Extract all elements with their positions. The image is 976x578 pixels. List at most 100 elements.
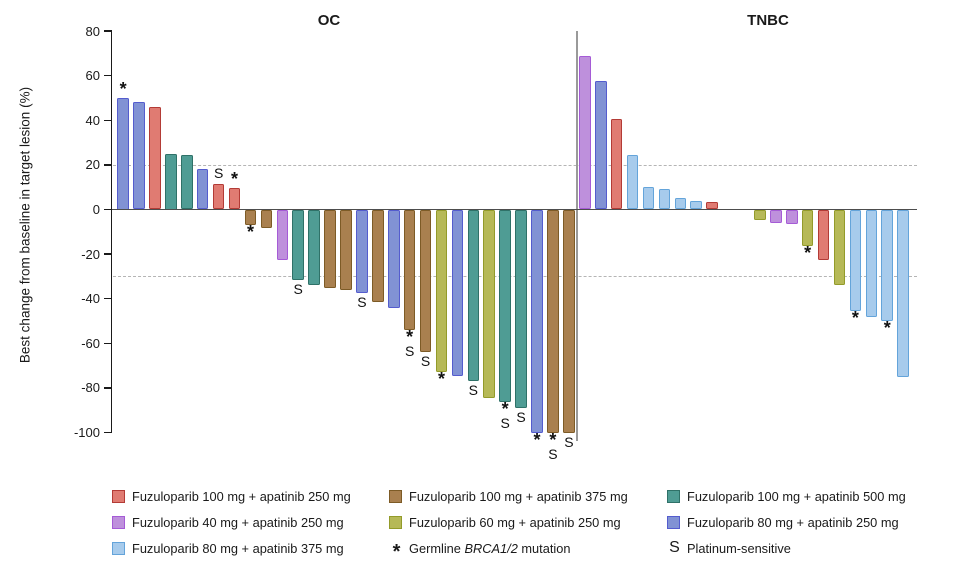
legend-label: Fuzuloparib 100 mg + apatinib 500 mg [687, 488, 906, 504]
legend-label: Fuzuloparib 80 mg + apatinib 250 mg [687, 514, 899, 530]
brca-mutation-mark: * [119, 79, 127, 99]
brca-mutation-mark: * [406, 326, 414, 347]
zero-baseline [112, 208, 917, 211]
bar-oc-13 [308, 209, 320, 286]
platinum-sensitive-mark: S [213, 164, 224, 181]
bar-oc-22 [451, 209, 464, 376]
brca-mutation-mark: * [246, 222, 254, 243]
y-axis-tick [104, 297, 112, 300]
legend-label: Platinum-sensitive [687, 540, 791, 556]
platinum-sensitive-mark: S [500, 415, 510, 432]
y-tick-label: 20 [85, 157, 100, 173]
legend-label: Fuzuloparib 100 mg + apatinib 375 mg [409, 488, 628, 504]
y-axis-tick [104, 164, 112, 166]
bar-tnbc-21 [897, 209, 909, 377]
bar-oc-3 [149, 106, 161, 210]
legend-item: Fuzuloparib 60 mg + apatinib 250 mg [389, 509, 628, 535]
y-tick-label: 80 [85, 23, 100, 39]
panel-title-oc: OC [317, 12, 341, 29]
y-tick-label: -40 [81, 291, 100, 307]
bar-oc-29 [563, 209, 575, 433]
bar-tnbc-2 [594, 81, 607, 210]
brca-mutation-mark: * [549, 429, 557, 450]
legend-item: S Platinum-sensitive [667, 535, 906, 561]
brca-mutation-mark: * [231, 169, 239, 190]
bar-oc-15 [340, 209, 352, 290]
bar-oc-6 [196, 169, 209, 210]
legend-swatch-blue [667, 515, 680, 529]
bar-tnbc-4 [626, 154, 639, 210]
platinum-sensitive-glyph: S [669, 539, 680, 556]
y-axis-tick [104, 387, 112, 389]
bar-oc-10 [260, 209, 273, 229]
plot-area: 80 60 40 20 0 -20 -40 -60 -80 -100 * S * * S S * S S * S * S S *… [74, 23, 917, 462]
bar-tnbc-18 [849, 209, 862, 311]
y-axis-tick [104, 431, 112, 434]
brca-mutation-glyph: * [392, 540, 401, 563]
y-axis-tick [104, 342, 112, 345]
legend-item: Fuzuloparib 100 mg + apatinib 375 mg [389, 483, 628, 509]
legend-swatch-red [112, 489, 125, 503]
legend-item: Fuzuloparib 80 mg + apatinib 250 mg [667, 509, 906, 535]
bar-oc-21 [435, 209, 448, 373]
reference-line [113, 164, 917, 166]
y-tick-label: -80 [81, 380, 100, 396]
legend-item: Fuzuloparib 40 mg + apatinib 250 mg [112, 509, 351, 535]
bar-tnbc-14 [785, 209, 798, 224]
bar-tnbc-6 [658, 189, 671, 210]
bar-oc-11 [276, 209, 289, 260]
y-tick-label: 0 [92, 202, 100, 217]
bar-oc-20 [419, 209, 432, 353]
legend-swatch-olive [389, 515, 402, 529]
brca-mutation-mark: * [883, 318, 891, 338]
y-tick-label: 40 [85, 112, 100, 128]
platinum-sensitive-mark: S [468, 382, 478, 399]
bar-oc-26 [515, 209, 527, 408]
bar-oc-28 [547, 209, 559, 433]
bar-oc-4 [165, 153, 177, 210]
bar-tnbc-17 [833, 209, 846, 286]
y-axis-tick [104, 119, 112, 122]
brca-mutation-mark: * [437, 369, 445, 390]
legend-column: Fuzuloparib 100 mg + apatinib 500 mg Fuzu… [667, 483, 906, 561]
platinum-sensitive-mark: S [420, 353, 431, 370]
bar-tnbc-16 [817, 209, 830, 260]
legend-label: Fuzuloparib 80 mg + apatinib 375 mg [132, 540, 344, 556]
legend-item: Fuzuloparib 100 mg + apatinib 500 mg [667, 483, 906, 509]
bar-oc-12 [292, 209, 304, 280]
bar-tnbc-3 [610, 119, 623, 210]
panel-divider [576, 31, 578, 442]
bar-tnbc-15 [801, 209, 814, 247]
platinum-sensitive-mark: S [564, 433, 574, 450]
bar-tnbc-19 [865, 209, 878, 317]
legend-item: * Germline BRCA1/2 mutation [389, 535, 628, 563]
legend-column: Fuzuloparib 100 mg + apatinib 250 mg Fuzu… [112, 483, 351, 561]
legend-label: Fuzuloparib 60 mg + apatinib 250 mg [409, 514, 621, 530]
bar-oc-14 [324, 209, 336, 288]
bar-oc-23 [467, 209, 480, 382]
y-axis-tick [104, 208, 112, 211]
bar-oc-25 [499, 209, 511, 403]
bar-oc-17 [372, 209, 384, 303]
platinum-sensitive-mark: S [548, 445, 558, 462]
y-axis-tick [104, 253, 112, 255]
brca-mutation-mark: * [851, 307, 859, 328]
panel-title-tnbc: TNBC [747, 12, 789, 29]
platinum-sensitive-mark: S [516, 408, 526, 425]
legend-swatch-purple [112, 515, 125, 529]
y-axis-tick [104, 74, 112, 77]
legend-column: Fuzuloparib 100 mg + apatinib 375 mg Fuzu… [389, 483, 628, 563]
legend-swatch-lightblue [112, 541, 125, 555]
platinum-sensitive-mark: S [293, 280, 303, 297]
legend-swatch-brown [389, 489, 402, 503]
bar-tnbc-5 [642, 187, 655, 210]
bar-oc-27 [531, 209, 543, 433]
y-tick-label: 60 [85, 68, 100, 84]
legend: Fuzuloparib 100 mg + apatinib 250 mg Fuzu… [0, 483, 976, 573]
legend-item: Fuzuloparib 80 mg + apatinib 375 mg [112, 535, 351, 561]
bar-oc-2 [133, 102, 145, 210]
bar-tnbc-13 [770, 209, 782, 223]
bar-oc-5 [180, 154, 193, 210]
legend-label: Fuzuloparib 40 mg + apatinib 250 mg [132, 514, 344, 530]
